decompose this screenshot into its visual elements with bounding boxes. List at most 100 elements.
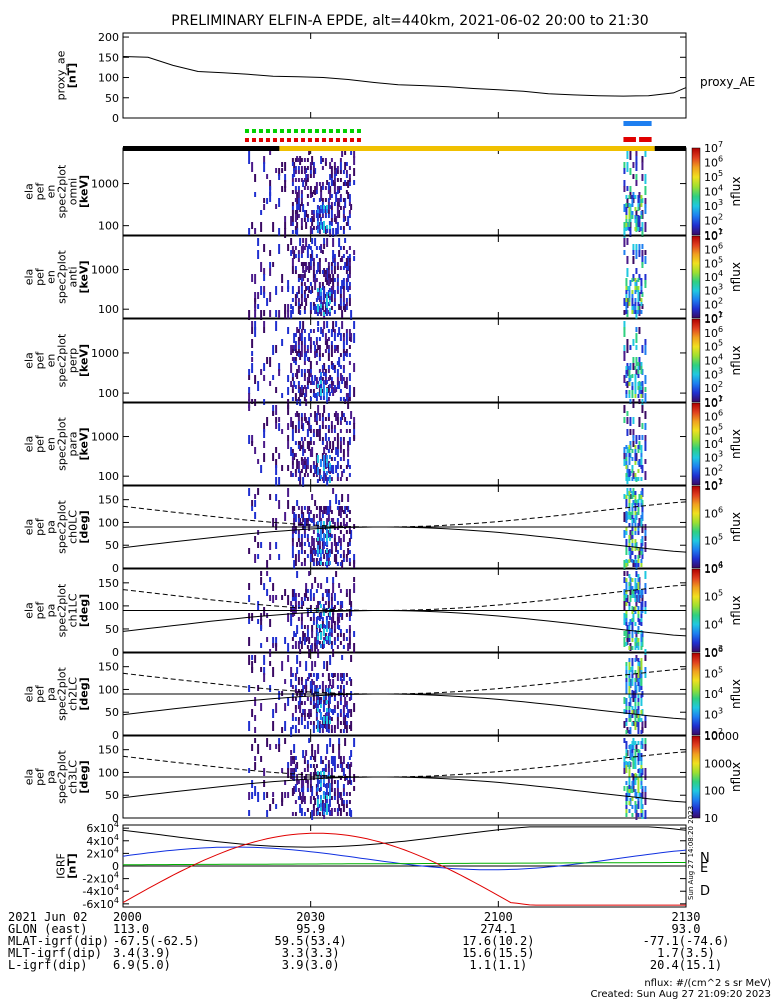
en_omni-pixel: [329, 174, 332, 180]
en_anti-ylabel: [keV]: [78, 260, 91, 293]
pa_ch3-pixel: [254, 786, 257, 796]
pa_ch3-pixel: [637, 757, 640, 761]
en_omni-pixel: [339, 194, 342, 198]
en_perp-pixel: [324, 369, 327, 373]
pa_ch1-pixel: [316, 624, 319, 628]
en_perp-pixel: [638, 357, 641, 363]
pa_ch0-pixel: [637, 503, 640, 507]
en_perp-pixel: [312, 389, 315, 393]
en_omni-pixel: [321, 206, 324, 210]
pa_ch0-pixel: [644, 530, 647, 538]
en_perp-pixel: [294, 385, 297, 389]
pa_ch1-pixel: [330, 629, 333, 633]
pa_ch0-pixel: [254, 500, 257, 507]
en_omni-pixel: [297, 186, 300, 190]
pa_ch3-pixel: [312, 756, 315, 760]
pa_ch1-pixel: [623, 589, 626, 598]
en_anti-pixel: [318, 258, 321, 262]
en_perp-pixel: [628, 366, 631, 370]
pa_ch0-pixel: [318, 542, 321, 546]
en_perp-pixel: [263, 375, 266, 381]
pa_ch3-pixel: [327, 808, 330, 812]
pa_ch1-pixel: [634, 578, 637, 582]
pa_ch1-pixel: [327, 589, 330, 593]
en_omni-pixel: [248, 156, 251, 164]
en_perp-pixel: [297, 341, 300, 345]
en_omni-pixel: [300, 190, 303, 194]
pa_ch3-pixel: [634, 773, 637, 777]
en_para-pixel: [336, 417, 339, 421]
pa_ch2-pixel: [251, 709, 254, 717]
pa_ch2-pixel: [291, 685, 294, 689]
pa_ch1-pixel: [322, 624, 325, 628]
pa_ch2-pixel: [316, 724, 319, 728]
pa_ch1-pixel: [330, 597, 333, 601]
pa_ch0-pixel: [324, 562, 327, 566]
pa_ch3-pixel: [321, 812, 324, 816]
zone-dash-green: [300, 129, 305, 133]
en_para-pixel: [291, 473, 294, 477]
pa_ch2-pixel: [637, 710, 640, 714]
en_para-pixel: [278, 453, 281, 459]
en_anti-pixel: [638, 274, 641, 280]
pa_ch1-pixel: [628, 582, 631, 586]
pa_ch0-pixel: [308, 506, 311, 511]
pa_ch3-pixel: [635, 744, 638, 752]
en_omni-pixel: [294, 190, 297, 194]
en_anti-pixel: [311, 286, 314, 293]
pa_ch1-pixel: [300, 597, 303, 601]
en_perp-pixel: [336, 345, 339, 349]
pa_ch0-pixel: [637, 511, 640, 515]
pa_ch3-pixel: [306, 784, 309, 788]
pa_ch3-pixel: [632, 762, 635, 769]
pa_ch3-pixel: [284, 738, 287, 744]
en_para-pixel: [318, 429, 321, 433]
pa_ch0-pixel: [312, 518, 315, 522]
pa_ch0-pixel: [321, 514, 324, 518]
en_omni-pixel: [309, 166, 312, 170]
pa_ch1-pixel: [293, 631, 296, 637]
pa_ch0-pixel: [291, 534, 294, 538]
pa_ch3-pixel: [296, 774, 299, 782]
en_anti-pixel: [260, 262, 263, 272]
pa_ch3-pixel: [631, 741, 634, 745]
pa_ch2-pixel: [321, 673, 324, 677]
en_anti-pixel: [637, 302, 640, 306]
pa_ch2-pixel: [318, 685, 321, 689]
pa_ch1-pixel: [634, 630, 637, 634]
pa_ch0-pixel: [321, 538, 324, 542]
en_perp-pixel: [303, 377, 306, 381]
en_anti-pixel: [631, 290, 634, 294]
en_perp-pixel: [269, 357, 272, 367]
pa_ch2-pixel: [316, 688, 319, 692]
en_para-pixel: [305, 417, 308, 423]
pa_ch3-pixel: [327, 792, 330, 796]
en_perp-pixel: [281, 339, 284, 346]
pa_ch0-pixel: [316, 533, 319, 537]
pa_ch0-pixel: [631, 491, 634, 495]
pa_ch0-pixel: [638, 494, 641, 500]
en_anti-pixel: [263, 310, 266, 316]
pa_ch2-pixel: [348, 725, 351, 729]
en_omni-pixel: [333, 186, 336, 190]
pa_ch0-pixel: [284, 512, 287, 521]
en_anti-pixel: [321, 270, 324, 274]
pa_ch2-pixel: [339, 673, 342, 677]
igrf-ytick-label: 0: [112, 860, 119, 873]
en_anti-pixel: [345, 250, 348, 254]
pa_ch0-pixel: [306, 518, 309, 522]
pa_ch0-pixel: [321, 542, 324, 546]
en_para-pixel: [263, 453, 266, 462]
pa_ch3-pixel: [303, 760, 306, 764]
en_perp-pixel: [640, 390, 643, 394]
en_anti-pixel: [324, 294, 327, 298]
en_anti-pixel: [338, 238, 341, 247]
pa_ch0-pixel: [628, 495, 631, 499]
en_para-pixel: [321, 477, 324, 481]
en_anti-pixel: [637, 298, 640, 302]
pa_ch3-pixel: [294, 784, 297, 788]
zone-dash-green: [251, 129, 256, 133]
en_omni-pixel: [339, 198, 342, 202]
pa_ch1-pixel: [318, 625, 321, 629]
pa_ch0-pixel: [324, 510, 327, 514]
